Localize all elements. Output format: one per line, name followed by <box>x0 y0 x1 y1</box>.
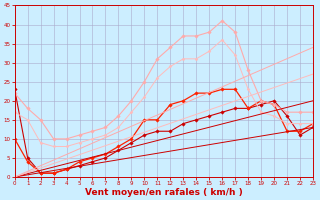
X-axis label: Vent moyen/en rafales ( km/h ): Vent moyen/en rafales ( km/h ) <box>85 188 243 197</box>
